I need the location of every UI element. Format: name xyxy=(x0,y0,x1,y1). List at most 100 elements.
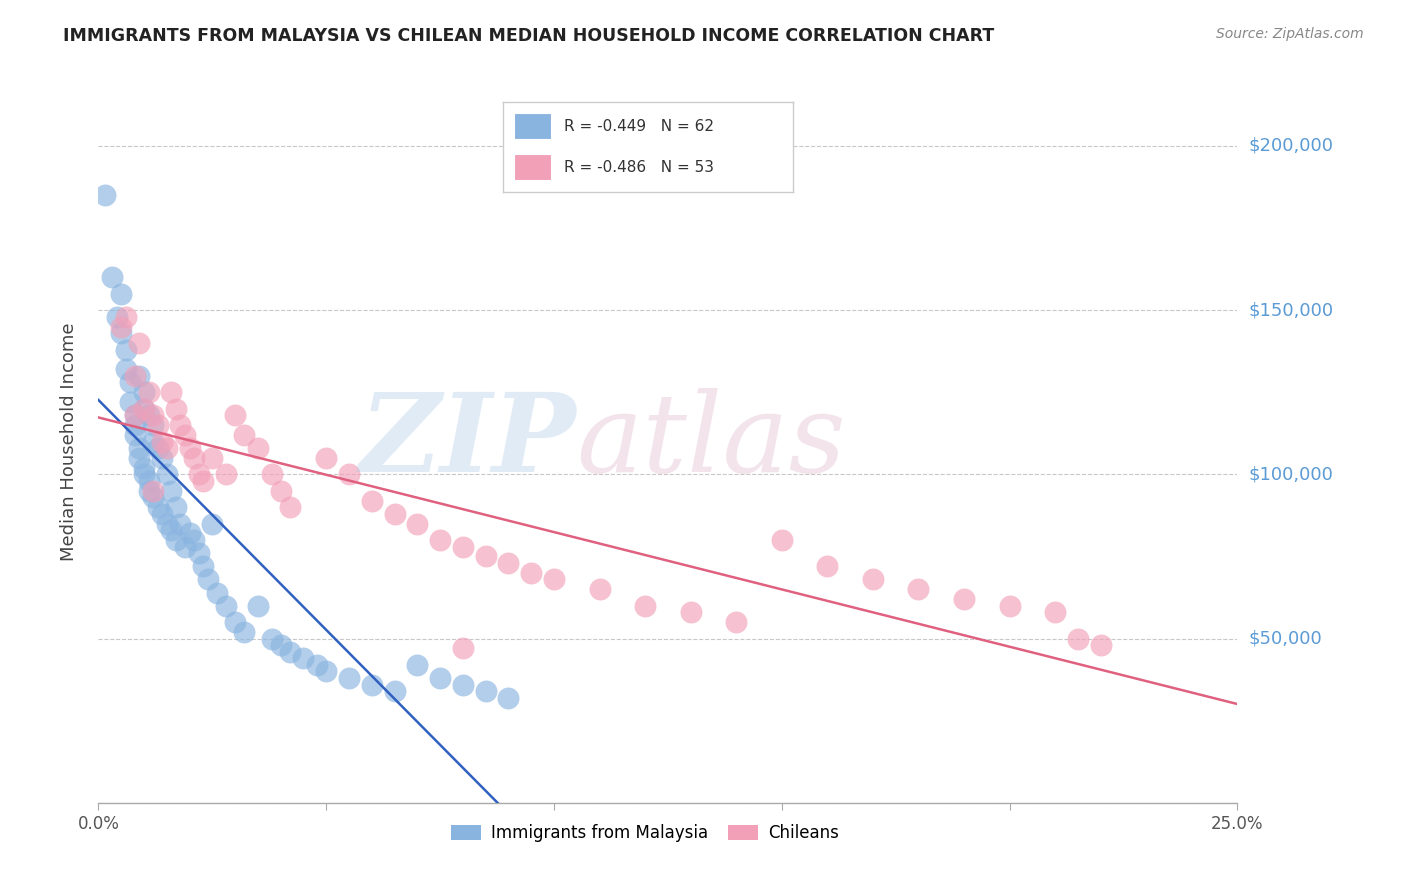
Point xyxy=(278,645,301,659)
Point xyxy=(142,434,165,449)
Point xyxy=(138,385,160,400)
Text: $200,000: $200,000 xyxy=(1249,137,1333,155)
Point xyxy=(337,467,360,482)
Point xyxy=(124,409,146,423)
Point xyxy=(132,385,155,400)
Point xyxy=(429,533,451,547)
Point xyxy=(998,599,1021,613)
Text: IMMIGRANTS FROM MALAYSIA VS CHILEAN MEDIAN HOUSEHOLD INCOME CORRELATION CHART: IMMIGRANTS FROM MALAYSIA VS CHILEAN MEDI… xyxy=(63,27,994,45)
Point xyxy=(451,677,474,691)
Point xyxy=(128,368,150,383)
Point xyxy=(278,500,301,515)
Point xyxy=(360,677,382,691)
Point xyxy=(179,441,201,455)
Point xyxy=(169,418,191,433)
Point xyxy=(201,516,224,531)
Point xyxy=(114,310,136,324)
Point xyxy=(246,441,269,455)
Point xyxy=(183,450,205,465)
Point xyxy=(150,507,173,521)
Point xyxy=(114,343,136,357)
Point xyxy=(292,651,315,665)
Point xyxy=(146,418,169,433)
Text: $150,000: $150,000 xyxy=(1249,301,1333,319)
Point xyxy=(160,483,183,498)
Point xyxy=(474,549,496,564)
Point xyxy=(315,665,337,679)
Point xyxy=(110,326,132,341)
Point xyxy=(105,310,128,324)
Point xyxy=(165,401,187,416)
Point xyxy=(498,556,520,570)
Point xyxy=(132,401,155,416)
Point xyxy=(215,467,238,482)
Text: atlas: atlas xyxy=(576,388,846,495)
Point xyxy=(142,418,165,433)
Point xyxy=(260,467,283,482)
Text: Source: ZipAtlas.com: Source: ZipAtlas.com xyxy=(1216,27,1364,41)
Point xyxy=(224,615,246,630)
Point xyxy=(1090,638,1112,652)
Point xyxy=(165,500,187,515)
Point xyxy=(201,450,224,465)
Point xyxy=(114,362,136,376)
Point xyxy=(142,491,165,505)
Point xyxy=(150,434,173,449)
Point xyxy=(138,409,160,423)
Point xyxy=(156,441,179,455)
Point xyxy=(169,516,191,531)
Point xyxy=(174,428,197,442)
Point xyxy=(101,270,124,285)
Point xyxy=(110,319,132,334)
Point xyxy=(146,500,169,515)
Point xyxy=(94,188,117,202)
Point xyxy=(543,573,565,587)
Point xyxy=(187,546,209,560)
Point xyxy=(384,507,406,521)
Point xyxy=(679,605,702,619)
Point xyxy=(160,523,183,537)
Point xyxy=(156,467,179,482)
Point xyxy=(725,615,748,630)
Text: $50,000: $50,000 xyxy=(1249,630,1322,648)
Point xyxy=(307,657,329,672)
Point xyxy=(128,450,150,465)
Legend: Immigrants from Malaysia, Chileans: Immigrants from Malaysia, Chileans xyxy=(444,817,846,848)
Point xyxy=(197,573,219,587)
Point xyxy=(124,409,146,423)
Point xyxy=(1043,605,1066,619)
Point xyxy=(270,483,292,498)
Point xyxy=(120,376,142,390)
Point xyxy=(953,592,976,607)
Point xyxy=(132,467,155,482)
Point xyxy=(128,441,150,455)
Point xyxy=(183,533,205,547)
Y-axis label: Median Household Income: Median Household Income xyxy=(59,322,77,561)
Point xyxy=(588,582,610,597)
Point xyxy=(124,418,146,433)
Point xyxy=(156,516,179,531)
Point xyxy=(128,336,150,351)
Point xyxy=(187,467,209,482)
Point xyxy=(179,526,201,541)
Point xyxy=(193,559,215,574)
Point xyxy=(160,385,183,400)
Point xyxy=(406,516,429,531)
Point xyxy=(138,474,160,488)
Point xyxy=(270,638,292,652)
Point xyxy=(224,409,246,423)
Point xyxy=(233,625,256,640)
Point xyxy=(770,533,793,547)
Point xyxy=(193,474,215,488)
Point xyxy=(315,450,337,465)
Point xyxy=(815,559,838,574)
Point xyxy=(337,671,360,685)
Point xyxy=(174,540,197,554)
Point xyxy=(451,540,474,554)
Point xyxy=(150,450,173,465)
Text: $100,000: $100,000 xyxy=(1249,466,1333,483)
Point xyxy=(165,533,187,547)
Point xyxy=(124,368,146,383)
Point xyxy=(146,441,169,455)
Point xyxy=(233,428,256,442)
